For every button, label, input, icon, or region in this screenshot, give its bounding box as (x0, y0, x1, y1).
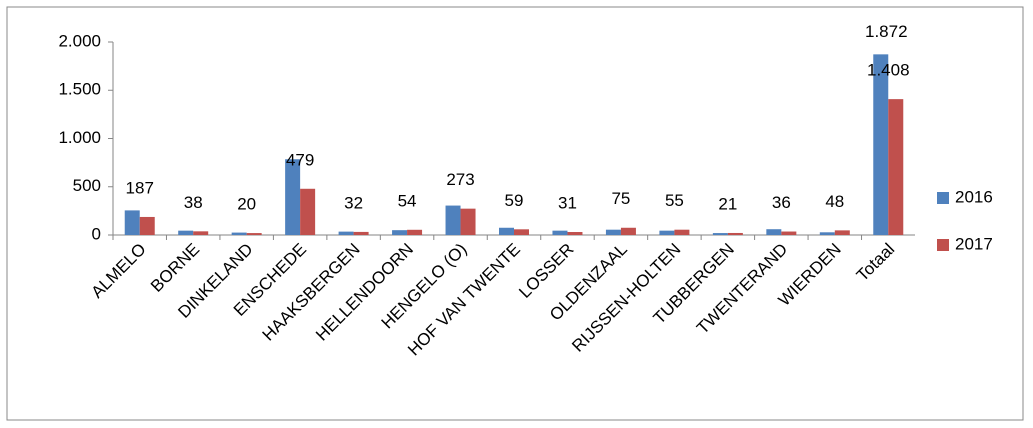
bar (674, 229, 690, 235)
bar (834, 230, 850, 235)
bar (193, 231, 209, 235)
bar (407, 229, 423, 235)
bar (781, 231, 797, 235)
bar (552, 230, 568, 235)
data-label: 273 (446, 170, 474, 189)
legend-label: 2016 (955, 187, 993, 206)
bar (659, 230, 675, 235)
data-label: 479 (286, 150, 314, 169)
y-tick-label: 500 (73, 176, 101, 195)
bar (499, 227, 514, 235)
legend-swatch (937, 192, 949, 204)
bar (300, 188, 316, 235)
y-tick-label: 0 (92, 224, 101, 243)
bar (605, 229, 621, 235)
bar (139, 216, 155, 235)
data-label: 36 (772, 193, 791, 212)
data-label: 32 (344, 193, 363, 212)
bar (392, 230, 408, 235)
bar (873, 54, 889, 235)
y-tick-label: 2.000 (58, 31, 101, 50)
y-tick-label: 1.000 (58, 128, 101, 147)
bar (178, 230, 194, 235)
bar (567, 232, 583, 235)
bar (353, 231, 369, 235)
bar (514, 229, 529, 235)
bar (445, 205, 461, 235)
bar (819, 232, 835, 235)
bar (460, 208, 476, 235)
data-label: 59 (505, 191, 524, 210)
data-label: 1.872 (865, 22, 908, 41)
data-label: 55 (665, 191, 684, 210)
bar (888, 99, 904, 236)
bar (338, 231, 354, 235)
bar (766, 229, 782, 235)
data-label: 38 (184, 193, 203, 212)
legend-swatch (937, 239, 949, 251)
bar (712, 233, 728, 235)
bar (231, 232, 247, 235)
bar (727, 232, 743, 235)
data-label: 21 (718, 194, 737, 213)
bar (246, 233, 262, 235)
data-label: 75 (611, 189, 630, 208)
bar (620, 227, 636, 235)
data-label: 1.408 (867, 61, 910, 80)
data-label: 187 (126, 178, 154, 197)
chart-border (6, 6, 1024, 421)
legend-label: 2017 (955, 234, 993, 253)
data-label: 48 (825, 192, 844, 211)
data-label: 31 (558, 193, 577, 212)
y-tick-label: 1.500 (58, 80, 101, 99)
bar (285, 159, 301, 235)
bar (124, 210, 140, 235)
data-label: 54 (398, 191, 417, 210)
data-label: 20 (237, 195, 256, 214)
